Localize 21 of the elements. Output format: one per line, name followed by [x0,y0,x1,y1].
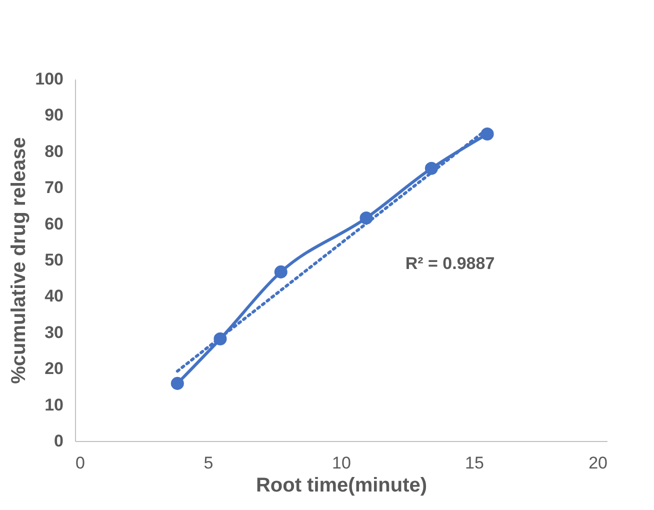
annotation: R² = 0.9887 [405,254,495,273]
x-tick-label: 5 [204,454,214,472]
y-tick-label: 50 [44,250,64,270]
y-tick-label: 90 [44,106,64,125]
y-tick-label: 30 [44,322,64,342]
y-tick-label: 10 [44,395,64,414]
y-tick-label: 80 [44,142,64,161]
point [170,376,184,390]
x-tick-label: 15 [465,454,484,472]
y-tick-label: 70 [44,178,64,198]
y-tick-label: 60 [44,214,64,234]
y-axis-title: %cumulative drug release [8,137,30,384]
x-axis-title: Root time(minute) [256,474,428,496]
y-tick-label: 40 [44,286,64,306]
point [274,265,288,278]
y-tick-label: 20 [44,359,64,378]
x-tick-label: 10 [332,454,351,472]
x-tick-label: 0 [76,454,85,472]
y-tick-label: 100 [35,70,64,88]
x-tick-label: 20 [588,454,608,472]
y-tick-label: 0 [54,432,64,450]
